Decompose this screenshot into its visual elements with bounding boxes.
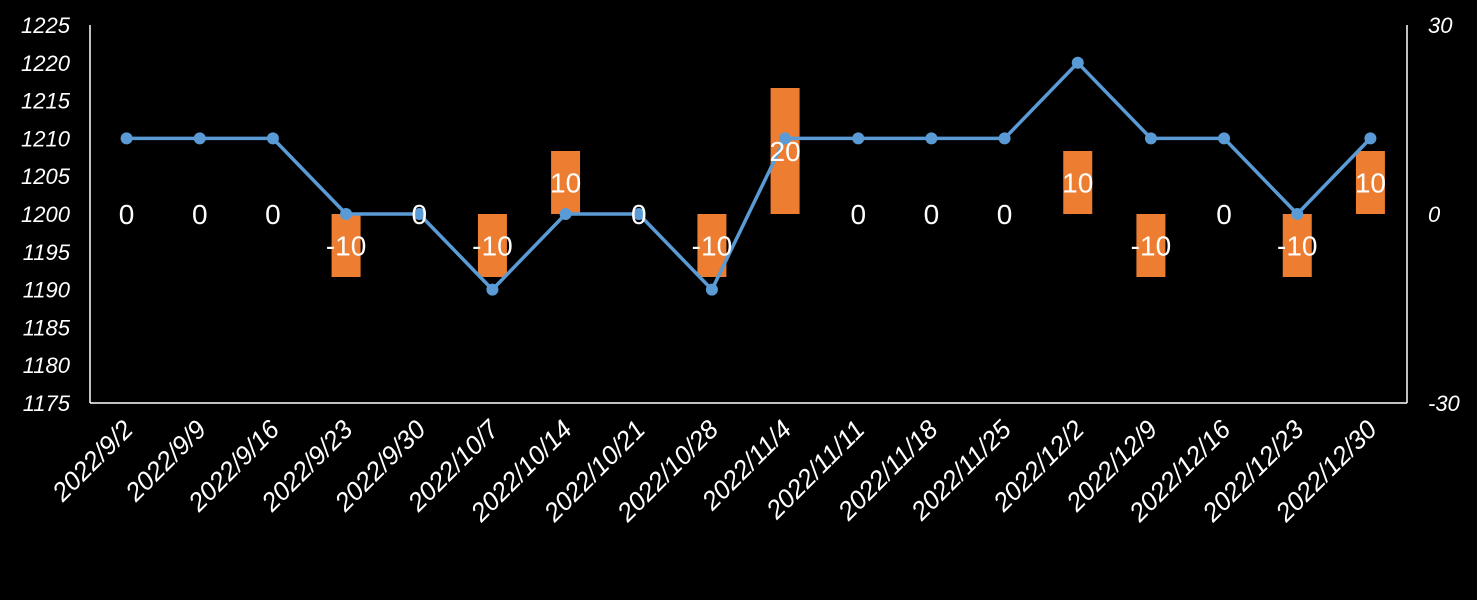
- line-point: [779, 132, 792, 145]
- line-point: [852, 132, 865, 145]
- bar-data-label: -10: [1277, 231, 1317, 262]
- bar-data-label: 0: [192, 199, 208, 230]
- bar: [1355, 151, 1385, 214]
- line-point: [1144, 132, 1157, 145]
- bar-data-label: 0: [850, 199, 866, 230]
- data-labels: 0 0 0 -10 0 -10 10 0 -10 20 0 0 0 10 -10 0 -10 10: [119, 136, 1386, 262]
- left-axis-tick-label: 1195: [23, 240, 71, 265]
- bar: [1282, 214, 1312, 277]
- line-point: [1218, 132, 1231, 145]
- bar: [551, 151, 581, 214]
- line-point: [193, 132, 206, 145]
- x-axis-tick-label: 2022/9/2: [45, 414, 139, 508]
- bar-data-label: 20: [770, 136, 801, 167]
- bar-data-label: 10: [550, 168, 581, 199]
- right-axis-tick-label: 30: [1428, 13, 1453, 38]
- line-point: [1291, 208, 1304, 220]
- bar-data-label: 0: [631, 199, 647, 230]
- bar: [1063, 151, 1093, 214]
- bar-data-label: 0: [119, 199, 135, 230]
- line-series: [120, 56, 1377, 296]
- axes: 1175 1180 1185 1190 1195 1200 1205 1210 1215 1220…: [21, 13, 1461, 528]
- left-axis-tick-label: 1210: [21, 126, 71, 151]
- bar: [1136, 214, 1166, 277]
- bar: [477, 214, 507, 277]
- line-point: [705, 283, 718, 296]
- right-axis-tick-label: 0: [1428, 202, 1441, 227]
- left-axis-tick-label: 1225: [21, 13, 71, 38]
- right-axis-tick-label: -30: [1428, 391, 1461, 416]
- series-line: [126, 61, 1372, 292]
- left-axis-tick-label: 1200: [21, 202, 71, 227]
- bar-series: [331, 88, 1385, 277]
- line-point: [559, 208, 572, 220]
- bar-data-label: 0: [997, 199, 1013, 230]
- left-axis-tick-label: 1215: [21, 89, 71, 114]
- left-axis-tick-label: 1190: [23, 278, 71, 303]
- left-axis-tick-label: 1180: [23, 353, 71, 378]
- line-point: [486, 283, 499, 296]
- bar-data-label: -10: [692, 231, 732, 262]
- left-axis-tick-label: 1205: [21, 164, 71, 189]
- left-axis-tick-label: 1175: [23, 391, 71, 416]
- bar: [331, 214, 361, 277]
- left-axis-tick-label: 1185: [23, 315, 71, 340]
- line-point: [998, 132, 1011, 145]
- line-point: [632, 208, 645, 220]
- bar-data-label: -10: [1131, 231, 1171, 262]
- line-point: [925, 132, 938, 145]
- bar-data-label: 0: [265, 199, 281, 230]
- line-point: [266, 132, 279, 145]
- line-point: [340, 208, 353, 220]
- bar-data-label: 0: [1216, 199, 1232, 230]
- bar-data-label: 10: [1355, 168, 1386, 199]
- bar-data-label: -10: [326, 231, 366, 262]
- left-axis-tick-label: 1220: [21, 51, 71, 76]
- bar-data-label: 0: [411, 199, 427, 230]
- bar-data-label: -10: [472, 231, 512, 262]
- line-point: [413, 208, 426, 220]
- bar: [770, 88, 800, 214]
- line-point: [1364, 132, 1377, 145]
- line-point: [1071, 56, 1084, 69]
- bar-data-label: 10: [1062, 168, 1093, 199]
- line-point: [120, 132, 133, 145]
- bar-data-label: 0: [924, 199, 940, 230]
